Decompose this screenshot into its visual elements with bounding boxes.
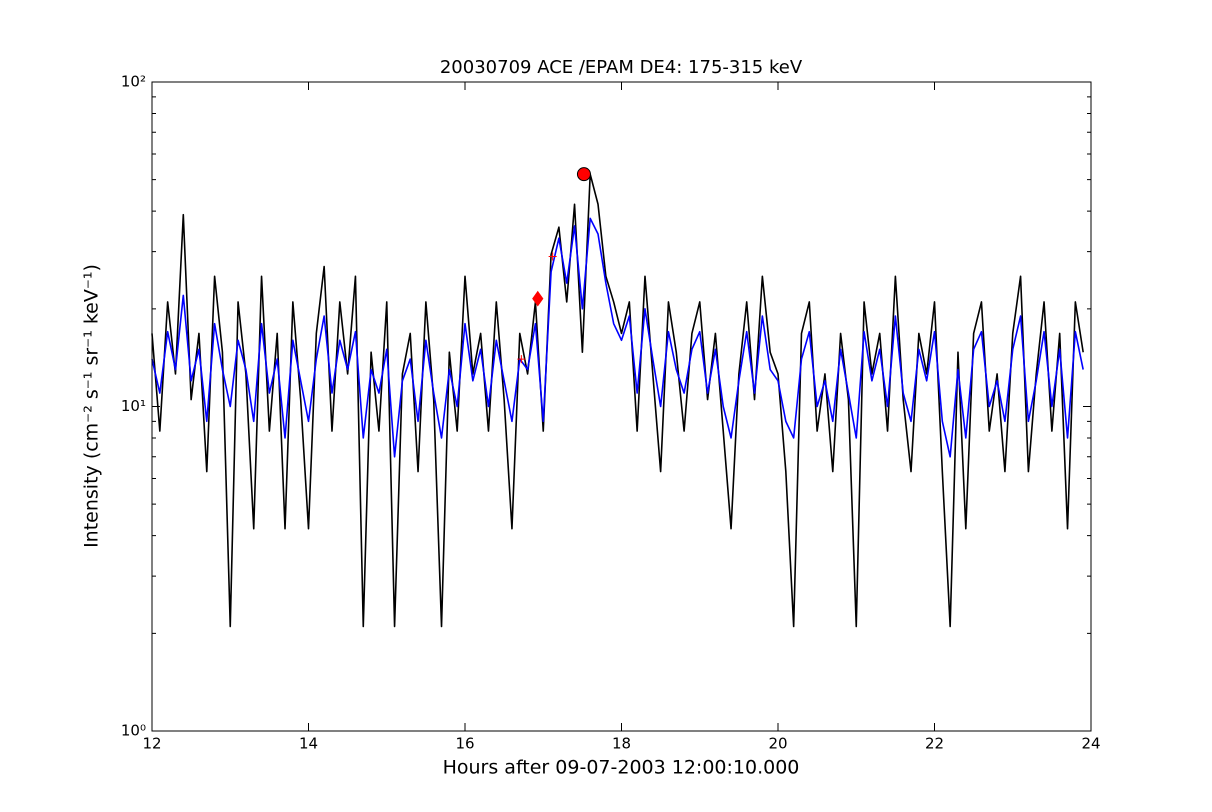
x-tick-label: 18	[612, 735, 631, 753]
y-tick-label: 10²	[121, 73, 146, 91]
chart-title: 20030709 ACE /EPAM DE4: 175-315 keV	[440, 57, 803, 78]
x-tick-label: 24	[1081, 735, 1100, 753]
marker	[517, 355, 526, 364]
marker	[576, 167, 591, 182]
plot-frame	[151, 81, 1092, 732]
marker	[532, 290, 544, 307]
x-tick-label: 12	[142, 735, 161, 753]
y-tick-label: 10⁰	[121, 722, 146, 740]
data-line	[151, 217, 1084, 458]
marker	[548, 252, 557, 261]
x-axis-label: Hours after 09-07-2003 12:00:10.000	[443, 757, 800, 779]
x-tick-label: 22	[925, 735, 944, 753]
x-tick-label: 20	[768, 735, 787, 753]
data-line	[151, 173, 1084, 628]
x-tick-label: 14	[299, 735, 318, 753]
y-tick-label: 10¹	[121, 397, 146, 415]
x-tick-label: 16	[455, 735, 474, 753]
y-axis-label: Intensity (cm⁻² s⁻¹ sr⁻¹ keV⁻¹)	[81, 264, 103, 548]
